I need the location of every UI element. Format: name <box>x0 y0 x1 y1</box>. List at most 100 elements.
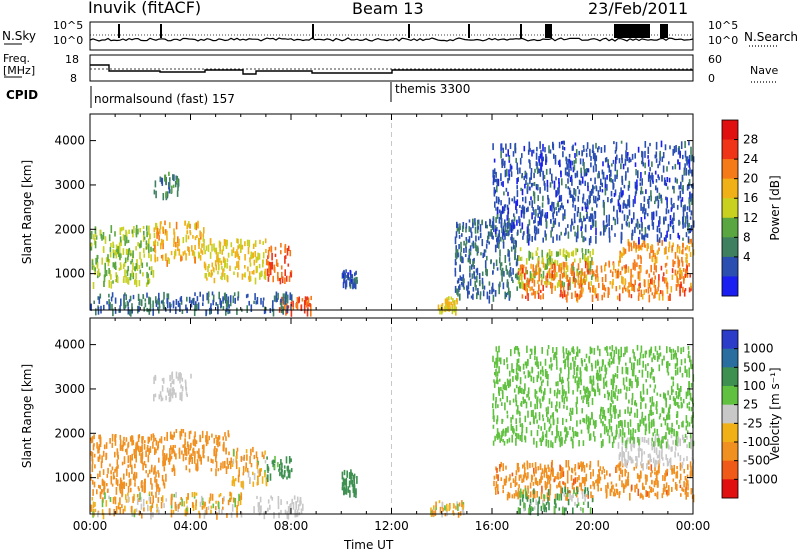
data-cell <box>156 509 158 513</box>
data-cell <box>197 466 199 471</box>
data-cell <box>652 376 654 381</box>
data-cell <box>603 474 606 480</box>
data-cell <box>601 189 604 193</box>
data-cell <box>533 467 535 474</box>
data-cell <box>596 265 598 274</box>
data-cell <box>565 495 567 501</box>
data-cell <box>585 148 588 152</box>
data-cell <box>127 486 130 493</box>
data-cell <box>180 256 182 262</box>
data-cell <box>658 458 661 464</box>
data-cell <box>174 251 176 258</box>
data-cell <box>114 451 116 458</box>
data-cell <box>606 184 608 191</box>
data-cell <box>572 356 574 362</box>
data-cell <box>580 482 583 491</box>
data-cell <box>99 434 101 442</box>
data-cell <box>587 388 589 395</box>
data-cell <box>663 218 665 224</box>
data-cell <box>650 190 652 198</box>
data-cell <box>137 494 139 498</box>
data-cell <box>529 163 531 169</box>
data-cell <box>524 171 527 175</box>
data-cell <box>636 456 638 460</box>
data-cell <box>281 276 284 284</box>
data-cell <box>496 178 498 185</box>
data-cell <box>608 219 610 227</box>
data-cell <box>573 258 576 263</box>
data-cell <box>103 274 106 283</box>
data-cell <box>256 297 259 305</box>
data-cell <box>577 186 579 190</box>
data-cell <box>216 448 218 452</box>
data-cell <box>514 250 516 258</box>
data-cell <box>237 296 239 301</box>
data-cell <box>91 479 94 485</box>
data-cell <box>536 401 538 410</box>
data-cell <box>545 502 548 506</box>
data-cell <box>481 281 484 290</box>
data-cell <box>672 478 675 482</box>
data-cell <box>153 232 156 239</box>
data-cell <box>247 246 250 255</box>
data-cell <box>613 390 615 398</box>
data-cell <box>139 243 141 249</box>
data-cell <box>682 437 685 444</box>
data-cell <box>657 199 660 207</box>
data-cell <box>114 434 116 442</box>
data-cell <box>617 390 620 394</box>
data-cell <box>219 257 221 263</box>
data-cell <box>119 477 122 486</box>
data-cell <box>553 180 556 188</box>
data-cell <box>486 291 489 300</box>
data-cell <box>548 364 551 369</box>
data-cell <box>262 241 264 245</box>
data-cell <box>556 271 558 278</box>
data-cell <box>535 208 537 217</box>
data-cell <box>162 479 165 486</box>
data-cell <box>592 187 594 194</box>
data-cell <box>143 306 145 312</box>
data-cell <box>627 185 630 191</box>
data-cell <box>589 464 591 471</box>
data-cell <box>248 239 251 248</box>
data-cell <box>185 448 188 452</box>
data-cell <box>675 352 677 360</box>
data-cell <box>632 442 634 448</box>
data-cell <box>666 230 668 238</box>
data-cell <box>521 434 523 443</box>
data-cell <box>437 304 440 311</box>
data-cell <box>632 432 634 439</box>
data-cell <box>587 427 590 434</box>
data-cell <box>665 441 668 449</box>
data-cell <box>531 252 534 257</box>
data-cell <box>194 244 196 251</box>
data-cell <box>579 180 582 186</box>
data-cell <box>460 257 462 262</box>
data-cell <box>543 470 546 478</box>
data-cell <box>182 237 185 244</box>
data-cell <box>565 418 568 423</box>
data-cell <box>495 368 497 377</box>
data-cell <box>536 271 538 275</box>
data-cell <box>579 290 582 299</box>
data-cell <box>541 436 543 443</box>
data-cell <box>661 175 663 182</box>
data-cell <box>193 435 196 441</box>
data-cell <box>520 187 522 191</box>
data-cell <box>140 446 142 452</box>
data-cell <box>559 480 561 488</box>
data-cell <box>494 244 497 253</box>
data-cell <box>205 510 208 515</box>
data-cell <box>602 171 605 180</box>
data-cell <box>93 512 95 517</box>
data-cell <box>627 241 630 247</box>
data-cell <box>560 267 563 274</box>
data-cell <box>607 292 609 298</box>
data-cell <box>460 281 463 286</box>
data-cell <box>502 485 504 490</box>
data-cell <box>165 473 167 482</box>
data-cell <box>516 185 518 190</box>
data-cell <box>165 498 168 502</box>
data-cell <box>560 493 563 501</box>
